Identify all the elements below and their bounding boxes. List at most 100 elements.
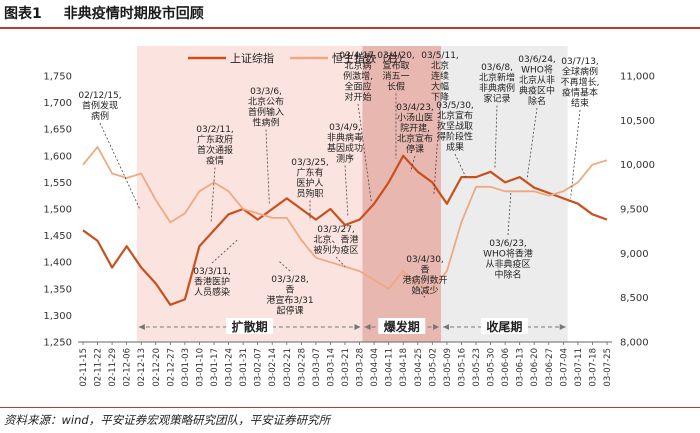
annotation-line: 北京公布 xyxy=(248,96,284,108)
annotation-line: 小汤山医 xyxy=(397,113,433,124)
y-right-tick-label: 10,500 xyxy=(620,116,655,127)
phase-outbreak-arrow-head-right xyxy=(433,324,440,330)
legend-label-sse: 上证综指 xyxy=(230,51,274,65)
annotation-leader-11 xyxy=(526,107,538,180)
x-tick-label: 03-05-30 xyxy=(487,348,497,387)
x-tick-label: 03-03-28 xyxy=(356,348,366,387)
annotation-17: 03/6/23, WHO将香港从非典疫区中除名 xyxy=(483,239,533,281)
x-tick-label: 03-04-04 xyxy=(370,348,380,387)
annotation-line: 非典病毒 xyxy=(327,132,363,144)
annotation-leader-5 xyxy=(357,103,372,202)
annotation-line: 基因成功 xyxy=(327,142,363,154)
x-tick-label: 03-06-13 xyxy=(516,348,526,387)
annotation-line: 对开始 xyxy=(344,91,371,103)
y-left-tick-label: 1,250 xyxy=(43,338,72,349)
annotation-leader-13 xyxy=(211,239,238,264)
annotation-line: 病例 xyxy=(91,110,109,122)
annotation-line: 香 xyxy=(420,265,429,276)
x-tick-label: 03-06-20 xyxy=(530,348,540,387)
annotation-leader-8 xyxy=(433,103,441,196)
x-tick-label: 03-02-07 xyxy=(254,348,264,387)
figure-label: 图表1 xyxy=(4,6,42,22)
annotation-line: 北京、香港 xyxy=(313,234,358,246)
y-left-tick-label: 1,700 xyxy=(43,98,72,109)
x-tick-label: 03-06-27 xyxy=(545,348,555,387)
x-tick-label: 03-01-24 xyxy=(225,348,235,387)
annotation-line: 北京 xyxy=(431,60,449,72)
annotation-line: 03/6/23, xyxy=(489,239,527,249)
annotation-line: 香 xyxy=(285,285,294,296)
annotation-line: 香港医护 xyxy=(194,276,230,288)
x-tick-label: 03-05-23 xyxy=(472,348,482,387)
annotation-line: WHO将 xyxy=(521,65,553,76)
x-tick-label: 02-11-22 xyxy=(94,348,104,387)
annotation-line: 03/5/11, xyxy=(421,51,459,61)
phase-outbreak-label: 爆发期 xyxy=(384,319,420,334)
annotation-line: 结束 xyxy=(571,97,589,109)
annotation-line: 北京宣布 xyxy=(437,110,473,122)
annotation-4: 03/4/9,非典病毒基因成功测序 xyxy=(327,123,363,165)
x-tick-label: 03-07-11 xyxy=(574,348,584,387)
x-tick-label: 03-01-17 xyxy=(210,348,220,387)
annotation-line: 03/4/17, xyxy=(339,51,377,61)
x-tick-label: 03-03-07 xyxy=(312,348,322,387)
x-tick-label: 03-04-11 xyxy=(385,348,395,387)
annotation-line: 03/3/6, xyxy=(250,87,282,97)
phase-band-ending xyxy=(441,46,568,342)
annotation-leader-7 xyxy=(410,155,416,172)
annotation-13: 03/3/11,香港医护人员感染 xyxy=(193,267,231,298)
annotation-line: 人员感染 xyxy=(194,286,230,298)
chart: 1,250 1,300 1,350 1,400 1,450 1,500 1,550 1,600… xyxy=(43,46,655,387)
annotation-line: 首例发现 xyxy=(82,100,118,112)
annotation-line: 例激增, xyxy=(343,70,373,82)
figure-title-row: 图表1 非典疫情时期股市回顾 xyxy=(0,0,700,26)
annotation-line: 家记录 xyxy=(483,93,510,105)
top-rule xyxy=(0,27,700,29)
x-tick-label: 03-01-03 xyxy=(181,348,191,387)
phase-ending-label-bg xyxy=(480,318,528,334)
annotation-leader-4 xyxy=(344,165,349,218)
y-right-tick-label: 8,500 xyxy=(620,293,649,304)
y-left-tick-label: 1,600 xyxy=(43,151,72,162)
phase-spread-label: 扩散期 xyxy=(232,319,268,334)
annotation-line: 03/4/20, xyxy=(377,51,415,61)
annotation-line: 院开建, xyxy=(400,122,430,134)
annotation-leader-2 xyxy=(265,129,270,204)
annotation-line: 连续 xyxy=(431,70,449,82)
annotation-line: 中除名 xyxy=(494,269,521,281)
annotation-line: 典疫区中 xyxy=(519,85,555,97)
annotation-line: 员殉职 xyxy=(296,188,323,200)
phase-ending-label: 收尾期 xyxy=(486,319,522,334)
source-note: 资料来源：wind，平安证券宏观策略研究团队，平安证券研究所 xyxy=(4,413,331,427)
annotation-line: 03/2/11, xyxy=(196,125,234,135)
annotation-line: 港宣布3/31 xyxy=(266,294,313,306)
x-tick-label: 02-11-29 xyxy=(108,348,118,387)
phase-spread-arrow-head-left xyxy=(138,324,145,330)
x-tick-label: 03-05-02 xyxy=(428,348,438,387)
annotation-line: 北京新增 xyxy=(479,72,515,84)
annotation-line: 03/3/25, xyxy=(291,158,329,168)
annotation-5: 03/4/17,北京病例激增,全面应对开始 xyxy=(339,51,377,103)
x-tick-label: 02-12-27 xyxy=(166,348,176,387)
phase-outbreak-arrow-head-left xyxy=(364,324,371,330)
annotation-line: 疫情 xyxy=(206,155,224,167)
annotation-line: 成果 xyxy=(446,141,464,153)
annotation-line: 宣布取 xyxy=(382,60,409,72)
y-left-tick-label: 1,450 xyxy=(43,231,72,242)
y-left-tick-label: 1,500 xyxy=(43,205,72,216)
annotation-line: 03/4/23, xyxy=(396,103,434,113)
x-tick-label: 03-07-04 xyxy=(559,348,569,387)
annotation-8: 03/5/11,北京连续大幅下降 xyxy=(421,51,459,103)
annotation-14: 03/3/28,香港宣布3/31 起停课 xyxy=(266,275,313,317)
annotation-line: 起停课 xyxy=(276,305,303,317)
annotation-line: 03/4/30, xyxy=(406,255,444,265)
annotation-line: 首例输入 xyxy=(248,106,284,118)
annotation-line: 03/3/11, xyxy=(193,267,231,277)
phase-spread-label-bg xyxy=(226,318,274,334)
y-right-tick-label: 11,000 xyxy=(620,72,655,83)
annotation-line: 得阶段性 xyxy=(437,131,473,143)
y-left-tick-label: 1,400 xyxy=(43,258,72,269)
y-left-tick-label: 1,300 xyxy=(43,311,72,322)
annotation-line: 全面应 xyxy=(344,81,371,93)
y-left-tick-label: 1,650 xyxy=(43,125,72,136)
